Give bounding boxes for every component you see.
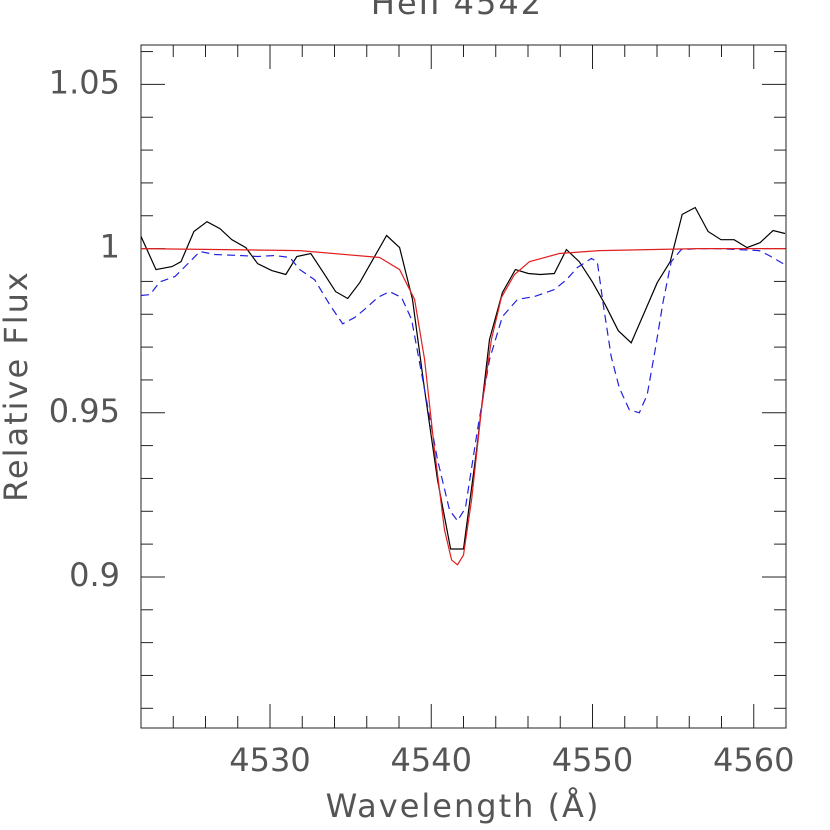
plot-frame	[140, 44, 787, 729]
y-axis-label: Relative Flux	[0, 270, 35, 502]
chart-title: HeII 4542	[371, 0, 543, 22]
y-tick-label: 1.05	[49, 63, 120, 101]
y-tick-label: 0.9	[69, 556, 120, 594]
x-tick-label: 4530	[229, 741, 310, 779]
y-tick-label: 0.95	[49, 392, 120, 430]
spectrum-line	[141, 248, 785, 566]
x-tick-label: 4540	[391, 741, 472, 779]
spectrum-line	[141, 248, 786, 522]
x-tick-label: 4550	[552, 741, 633, 779]
spectrum-line	[141, 206, 786, 550]
x-axis-label: Wavelength (Å)	[326, 787, 601, 825]
y-tick-label: 1	[100, 228, 120, 266]
x-tick-label: 4560	[713, 741, 794, 779]
